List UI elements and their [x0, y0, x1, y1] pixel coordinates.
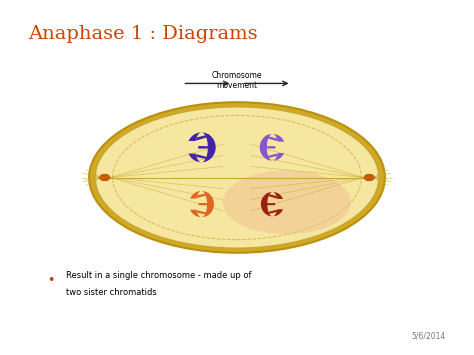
Polygon shape [265, 146, 275, 148]
Text: Chromosome
movement: Chromosome movement [212, 71, 262, 91]
Polygon shape [197, 192, 209, 198]
Polygon shape [196, 154, 209, 160]
Polygon shape [266, 153, 277, 158]
Text: Anaphase 1 : Diagrams: Anaphase 1 : Diagrams [28, 25, 258, 43]
Text: •: • [47, 274, 55, 287]
Ellipse shape [95, 106, 379, 248]
Polygon shape [265, 203, 275, 205]
Polygon shape [190, 191, 214, 217]
Polygon shape [260, 134, 284, 161]
Polygon shape [189, 132, 216, 162]
Text: Result in a single chromosome - made up of: Result in a single chromosome - made up … [66, 271, 252, 280]
Ellipse shape [100, 174, 110, 181]
Polygon shape [198, 146, 210, 149]
Text: 5/6/2014: 5/6/2014 [411, 332, 446, 341]
Ellipse shape [223, 170, 351, 234]
Text: two sister chromatids: two sister chromatids [66, 288, 157, 297]
Polygon shape [199, 203, 209, 205]
Polygon shape [267, 210, 277, 214]
Polygon shape [261, 192, 283, 216]
Polygon shape [197, 210, 208, 215]
Polygon shape [266, 193, 277, 199]
Ellipse shape [364, 174, 374, 181]
Polygon shape [196, 134, 210, 141]
Ellipse shape [89, 102, 385, 253]
Polygon shape [265, 136, 277, 141]
